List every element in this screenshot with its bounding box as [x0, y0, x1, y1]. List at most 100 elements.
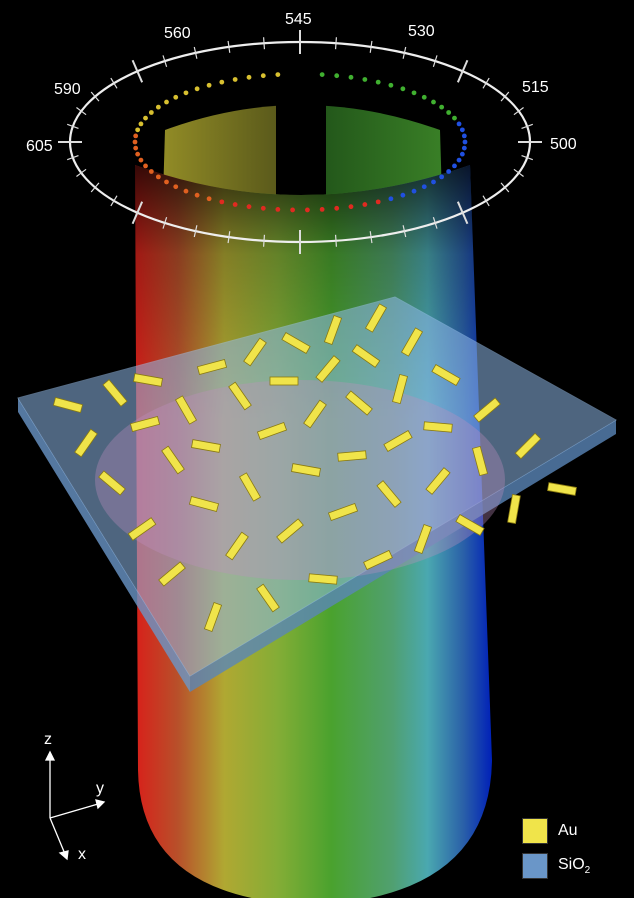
ring-tick: [521, 155, 534, 161]
wavelength-dot: [439, 104, 445, 110]
wavelength-dot: [400, 86, 406, 92]
au-nanorod: [203, 601, 223, 633]
ring-ticks: [58, 30, 542, 254]
wavelength-dot: [456, 157, 462, 163]
axis-label-y: y: [96, 780, 104, 797]
wavelength-dot: [400, 192, 406, 198]
wavelength-dot: [290, 207, 295, 213]
axis-label-x: x: [78, 846, 86, 863]
wavelength-dot: [246, 204, 252, 210]
wavelength-dot: [375, 199, 381, 205]
ring-tick: [193, 46, 198, 59]
wavelength-dot: [132, 139, 138, 145]
wavelength-dot: [133, 145, 139, 151]
ring-tick: [402, 46, 407, 59]
au-nanorod: [52, 397, 84, 413]
wavelength-dot: [431, 99, 436, 105]
au-nanorod: [337, 450, 367, 462]
wavelength-dot: [334, 73, 340, 79]
au-nanorod: [225, 531, 249, 561]
ring-tick: [456, 201, 469, 225]
wavelength-dot: [362, 202, 368, 207]
au-nanorod: [376, 480, 402, 508]
tick-label-530: 530: [408, 23, 435, 40]
au-nanorod: [327, 502, 359, 522]
au-nanorod: [98, 470, 126, 496]
au-nanorod: [425, 467, 451, 495]
tick-label-560: 560: [164, 25, 191, 42]
ring-tick: [513, 168, 524, 177]
ring-tick: [90, 91, 100, 102]
au-nanorod: [303, 399, 327, 429]
au-nanorod: [308, 573, 338, 585]
wavelength-dot: [459, 127, 465, 133]
au-nanorod: [161, 445, 185, 475]
wavelength-dot: [260, 205, 266, 211]
wavelength-dot: [206, 196, 212, 202]
wavelength-dot: [348, 204, 354, 210]
wavelength-dot: [456, 121, 462, 127]
wavelength-dot: [421, 94, 427, 100]
wavelength-dot: [439, 174, 445, 180]
au-nanorod: [281, 331, 311, 355]
au-nanorod: [174, 395, 198, 425]
au-nanorod: [345, 390, 373, 416]
au-nanorod: [256, 421, 288, 441]
wavelength-dot: [173, 184, 179, 190]
ring-tick: [90, 182, 100, 193]
ring-tick: [193, 225, 198, 238]
ring-tick: [500, 182, 510, 193]
au-nanorod: [129, 416, 161, 432]
wavelength-dot: [183, 188, 189, 194]
tick-label-515: 515: [522, 79, 549, 96]
au-nanorod: [269, 376, 299, 386]
wavelength-dot: [362, 77, 368, 82]
wavelength-dot: [173, 94, 179, 100]
au-nanorod: [238, 472, 262, 502]
center-gap: [276, 80, 326, 215]
wavelength-dot: [194, 86, 200, 92]
wavelength-dot: [138, 157, 144, 163]
au-nanorod: [455, 513, 485, 537]
au-nanorod: [188, 496, 220, 512]
wavelength-dot: [461, 145, 467, 151]
ring-tick: [432, 55, 438, 68]
wavelength-dot: [143, 163, 148, 169]
ring-tick: [402, 225, 407, 238]
au-nanorod: [423, 421, 453, 433]
au-nanorod: [228, 381, 252, 411]
ring-tick: [131, 201, 144, 225]
ring-tick: [369, 40, 373, 53]
tick-label-500: 500: [550, 136, 577, 153]
au-nanorod: [315, 355, 341, 383]
au-nanorod: [400, 327, 424, 357]
ring-tick: [432, 216, 438, 229]
wavelength-dot: [452, 163, 457, 169]
wavelength-dot: [138, 121, 144, 127]
wavelength-dot: [275, 206, 281, 212]
wavelength-dot: [462, 139, 468, 145]
au-nanorod: [351, 344, 381, 368]
wavelength-dot: [319, 72, 325, 78]
ring-tick: [76, 107, 87, 116]
au-nanorod: [74, 428, 98, 458]
au-nanorod: [158, 561, 186, 587]
wavelength-dot: [260, 73, 266, 79]
au-nanorod: [323, 314, 343, 346]
au-nanorod: [547, 482, 577, 496]
au-nanorod: [364, 303, 388, 333]
wavelength-dot: [452, 115, 457, 121]
wavelength-dot: [348, 74, 354, 80]
ring-tick: [513, 107, 524, 116]
wavelength-dot: [148, 169, 154, 174]
wavelength-dot: [305, 207, 310, 213]
au-nanorod: [133, 373, 163, 387]
beam-footprint: [95, 380, 505, 580]
tick-label-605: 605: [26, 138, 53, 155]
wavelength-dot: [246, 74, 252, 80]
ring-tick: [162, 216, 168, 229]
wavelength-dot: [334, 205, 340, 211]
sio2-substrate-side-right: [190, 420, 616, 692]
